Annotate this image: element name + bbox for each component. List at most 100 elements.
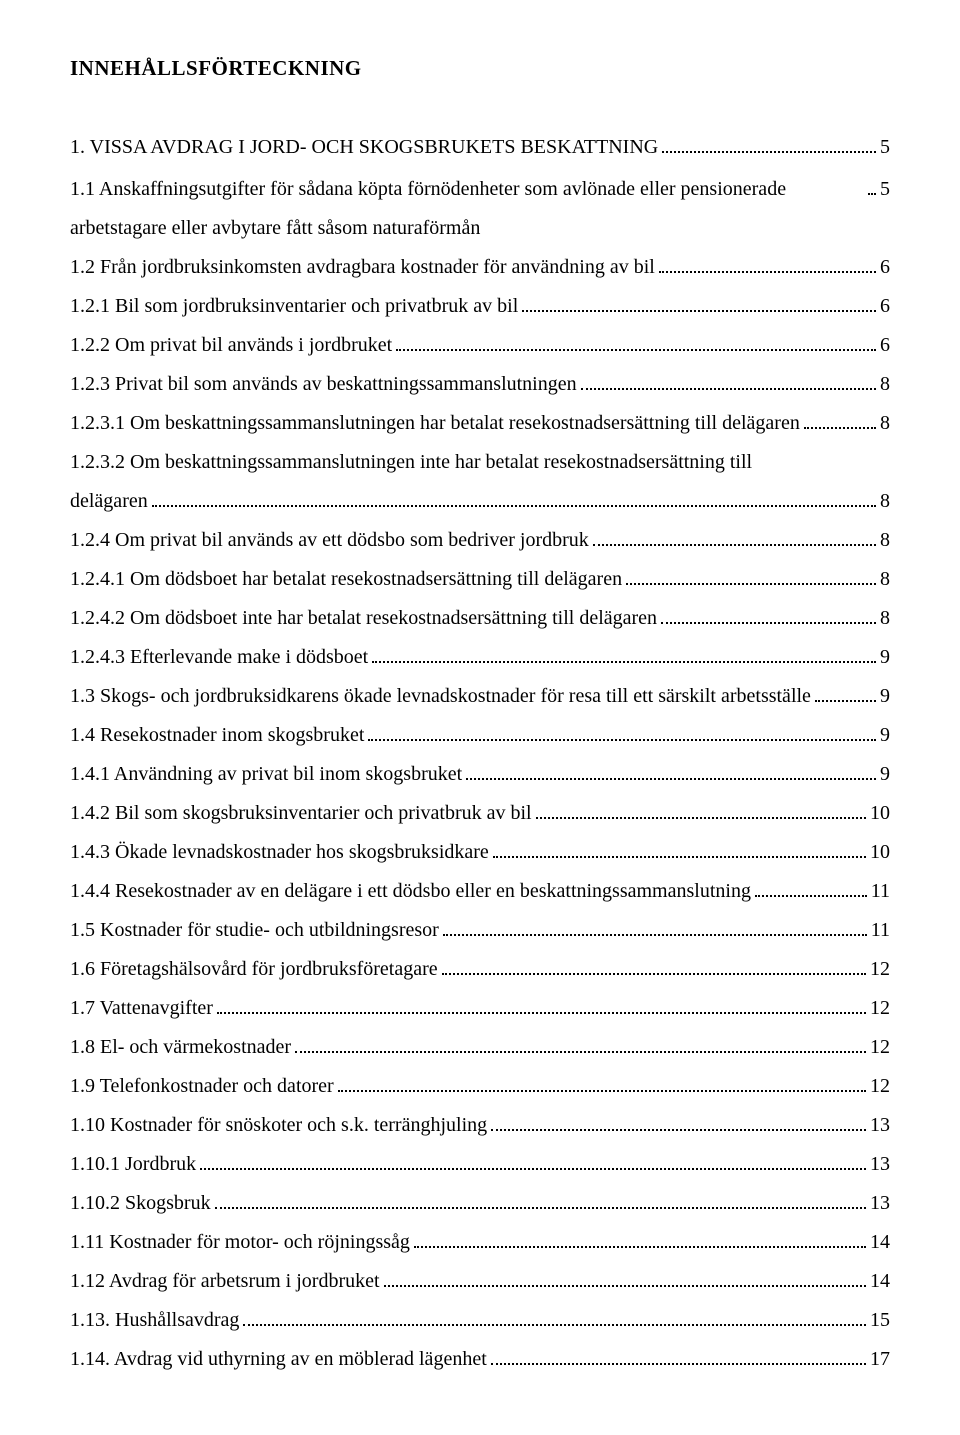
toc-entry: delägaren8 bbox=[70, 482, 890, 521]
toc-entry: 1.4 Resekostnader inom skogsbruket 9 bbox=[70, 716, 890, 755]
toc-entry-page: 13 bbox=[870, 1184, 890, 1223]
toc-entry-label: 1.12 Avdrag för arbetsrum i jordbruket bbox=[70, 1262, 380, 1301]
toc-leader bbox=[661, 622, 876, 624]
toc-leader bbox=[414, 1246, 866, 1248]
toc-entry-page: 11 bbox=[871, 872, 890, 911]
toc-leader bbox=[804, 427, 876, 429]
toc-entry: 1.13. Hushållsavdrag 15 bbox=[70, 1301, 890, 1340]
toc-entry: 1.2.4.2 Om dödsboet inte har betalat res… bbox=[70, 599, 890, 638]
toc-entry-page: 12 bbox=[870, 950, 890, 989]
toc-leader bbox=[338, 1090, 866, 1092]
toc-entry-label: 1.2.4.1 Om dödsboet har betalat resekost… bbox=[70, 560, 622, 599]
toc-entry-label: 1.8 El- och värmekostnader bbox=[70, 1028, 291, 1067]
toc-entry: 1.14. Avdrag vid uthyrning av en möblera… bbox=[70, 1340, 890, 1379]
toc-entry-page: 9 bbox=[880, 677, 890, 716]
toc-entry-label: 1.9 Telefonkostnader och datorer bbox=[70, 1067, 334, 1106]
toc-entry-page: 8 bbox=[880, 599, 890, 638]
toc-entry-page: 13 bbox=[870, 1106, 890, 1145]
toc-entry: 1.2.4.3 Efterlevande make i dödsboet9 bbox=[70, 638, 890, 677]
toc-entry-page: 12 bbox=[870, 989, 890, 1028]
toc-entry-label: 1.7 Vattenavgifter bbox=[70, 989, 213, 1028]
toc-entry-label: 1.1 Anskaffningsutgifter för sådana köpt… bbox=[70, 170, 864, 248]
toc-entry-label: 1.10.2 Skogsbruk bbox=[70, 1184, 211, 1223]
toc-entry-label: 1.4 Resekostnader inom skogsbruket bbox=[70, 716, 364, 755]
toc-leader bbox=[396, 349, 876, 351]
toc-entry-label: 1.10 Kostnader för snöskoter och s.k. te… bbox=[70, 1106, 487, 1145]
toc-entry: 1.8 El- och värmekostnader 12 bbox=[70, 1028, 890, 1067]
toc-entry-label: 1.4.3 Ökade levnadskostnader hos skogsbr… bbox=[70, 833, 489, 872]
toc-entry: 1.1 Anskaffningsutgifter för sådana köpt… bbox=[70, 170, 890, 248]
toc-entry: 1.2.1 Bil som jordbruksinventarier och p… bbox=[70, 287, 890, 326]
toc-leader bbox=[443, 934, 867, 936]
toc-leader bbox=[593, 544, 876, 546]
toc-entry: 1.7 Vattenavgifter 12 bbox=[70, 989, 890, 1028]
toc-leader bbox=[755, 895, 867, 897]
toc-entry-label: 1.2.3.1 Om beskattningssammanslutningen … bbox=[70, 404, 800, 443]
toc-entry-page: 9 bbox=[880, 716, 890, 755]
toc-entry: 1.2.3 Privat bil som används av beskattn… bbox=[70, 365, 890, 404]
toc-entry: 1.4.2 Bil som skogsbruksinventarier och … bbox=[70, 794, 890, 833]
toc-entry-page: 10 bbox=[870, 794, 890, 833]
toc-entry-page: 8 bbox=[880, 521, 890, 560]
toc-body: 1.1 Anskaffningsutgifter för sådana köpt… bbox=[70, 170, 890, 1379]
toc-entry-page: 9 bbox=[880, 755, 890, 794]
toc-leader bbox=[243, 1324, 866, 1326]
toc-entry-label: 1.11 Kostnader för motor- och röjningsså… bbox=[70, 1223, 410, 1262]
toc-entry-line1: 1.2.3.2 Om beskattningssammanslutningen … bbox=[70, 443, 890, 482]
document-title: INNEHÅLLSFÖRTECKNING bbox=[70, 56, 890, 81]
toc-entry: 1.2.3.1 Om beskattningssammanslutningen … bbox=[70, 404, 890, 443]
toc-leader bbox=[372, 661, 876, 663]
toc-entry: 1.11 Kostnader för motor- och röjningsså… bbox=[70, 1223, 890, 1262]
toc-leader bbox=[868, 193, 876, 195]
toc-entry-page: 6 bbox=[880, 248, 890, 287]
toc-entry: 1.2.2 Om privat bil används i jordbruket… bbox=[70, 326, 890, 365]
toc-entry-label: 1.4.4 Resekostnader av en delägare i ett… bbox=[70, 872, 751, 911]
toc-entry: 1.10.2 Skogsbruk 13 bbox=[70, 1184, 890, 1223]
toc-leader bbox=[659, 271, 876, 273]
toc-section-label: 1. VISSA AVDRAG I JORD- OCH SKOGSBRUKETS… bbox=[70, 133, 658, 162]
toc-entry: 1.3 Skogs- och jordbruksidkarens ökade l… bbox=[70, 677, 890, 716]
toc-entry-label: 1.4.1 Användning av privat bil inom skog… bbox=[70, 755, 462, 794]
toc-entry-label: 1.14. Avdrag vid uthyrning av en möblera… bbox=[70, 1340, 487, 1379]
toc-entry: 1.6 Företagshälsovård för jordbruksföret… bbox=[70, 950, 890, 989]
toc-entry: 1.9 Telefonkostnader och datorer 12 bbox=[70, 1067, 890, 1106]
document-page: INNEHÅLLSFÖRTECKNING 1. VISSA AVDRAG I J… bbox=[0, 0, 960, 1435]
toc-leader bbox=[491, 1363, 866, 1365]
toc-entry-label: 1.13. Hushållsavdrag bbox=[70, 1301, 239, 1340]
toc-leader bbox=[384, 1285, 866, 1287]
toc-entry: 1.10 Kostnader för snöskoter och s.k. te… bbox=[70, 1106, 890, 1145]
toc-leader bbox=[626, 583, 876, 585]
toc-entry-label: 1.2.4.2 Om dödsboet inte har betalat res… bbox=[70, 599, 657, 638]
toc-entry-label: 1.6 Företagshälsovård för jordbruksföret… bbox=[70, 950, 438, 989]
toc-entry-label: 1.2.3 Privat bil som används av beskattn… bbox=[70, 365, 577, 404]
toc-leader bbox=[493, 856, 866, 858]
toc-entry-page: 15 bbox=[870, 1301, 890, 1340]
toc-entry: 1.4.3 Ökade levnadskostnader hos skogsbr… bbox=[70, 833, 890, 872]
toc-entry-label: 1.3 Skogs- och jordbruksidkarens ökade l… bbox=[70, 677, 811, 716]
toc-section-heading: 1. VISSA AVDRAG I JORD- OCH SKOGSBRUKETS… bbox=[70, 121, 890, 170]
toc-leader bbox=[522, 310, 876, 312]
toc-entry-page: 12 bbox=[870, 1067, 890, 1106]
toc-leader bbox=[217, 1012, 866, 1014]
toc-entry: 1.4.4 Resekostnader av en delägare i ett… bbox=[70, 872, 890, 911]
toc-entry-page: 8 bbox=[880, 560, 890, 599]
toc-section-page: 5 bbox=[880, 128, 890, 167]
toc-entry-page: 5 bbox=[880, 170, 890, 209]
toc-entry-page: 9 bbox=[880, 638, 890, 677]
toc-leader bbox=[491, 1129, 866, 1131]
toc-entry-label: delägaren bbox=[70, 482, 148, 521]
toc-leader bbox=[536, 817, 866, 819]
toc-leader bbox=[466, 778, 876, 780]
toc-entry: 1.2.4 Om privat bil används av ett dödsb… bbox=[70, 521, 890, 560]
toc-entry-page: 14 bbox=[870, 1262, 890, 1301]
toc-entry: 1.4.1 Användning av privat bil inom skog… bbox=[70, 755, 890, 794]
toc-entry-page: 12 bbox=[870, 1028, 890, 1067]
toc-entry: 1.5 Kostnader för studie- och utbildning… bbox=[70, 911, 890, 950]
toc-entry-page: 14 bbox=[870, 1223, 890, 1262]
toc-leader bbox=[200, 1168, 866, 1170]
toc-entry-label: 1.2 Från jordbruksinkomsten avdragbara k… bbox=[70, 248, 655, 287]
toc-entry-page: 10 bbox=[870, 833, 890, 872]
toc-leader bbox=[442, 973, 866, 975]
toc-entry: 1.10.1 Jordbruk13 bbox=[70, 1145, 890, 1184]
toc-leader bbox=[581, 388, 876, 390]
